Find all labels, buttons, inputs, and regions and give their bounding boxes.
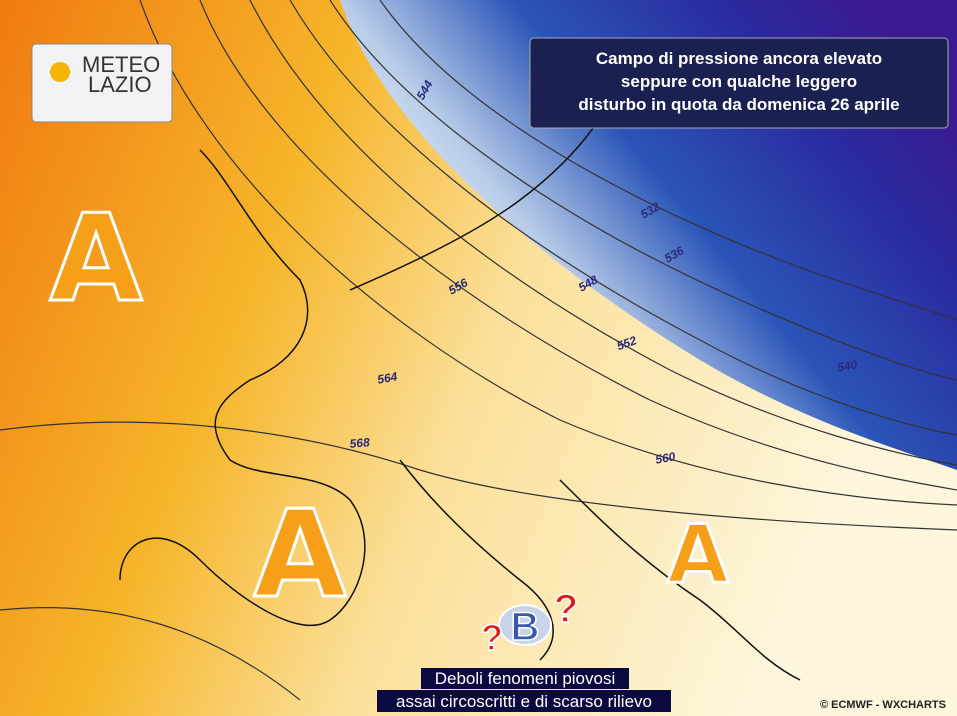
contour-label: 564 <box>376 369 398 386</box>
logo: METEO LAZIO <box>31 43 173 123</box>
high-pressure: A <box>50 190 143 329</box>
caption-bg <box>421 668 629 689</box>
headline-line: Campo di pressione ancora elevato <box>596 49 882 68</box>
contour-label: 540 <box>836 357 858 374</box>
headline-line: disturbo in quota da domenica 26 aprile <box>578 95 899 114</box>
coastlines <box>119 79 801 681</box>
question-mark: ? <box>554 587 578 631</box>
caption-line: assai circoscritti e di scarso rilievo <box>396 692 652 711</box>
question-mark: ? <box>481 617 503 658</box>
headline-line: seppure con qualche leggero <box>621 72 857 91</box>
contour-label: 552 <box>615 333 639 353</box>
caption-bg <box>377 690 671 712</box>
high-pressure: A <box>254 486 347 625</box>
logo-box <box>31 43 173 123</box>
logo-sun <box>50 62 70 82</box>
low-pressure: B <box>511 605 540 649</box>
logo-text: METEO <box>82 52 160 77</box>
contour-label: 568 <box>349 435 370 451</box>
caption: Deboli fenomeni piovosi assai circoscrit… <box>377 668 671 712</box>
credit: © ECMWF - WXCHARTS <box>820 699 946 711</box>
high-pressure: A <box>667 508 729 601</box>
logo-text: LAZIO <box>88 72 152 97</box>
contour-label: 560 <box>654 449 676 466</box>
headline: Campo di pressione ancora elevato seppur… <box>529 37 949 129</box>
isohypses <box>0 0 957 701</box>
caption-line: Deboli fenomeni piovosi <box>435 669 616 688</box>
low-halo <box>498 604 552 646</box>
headline-box <box>529 37 949 129</box>
